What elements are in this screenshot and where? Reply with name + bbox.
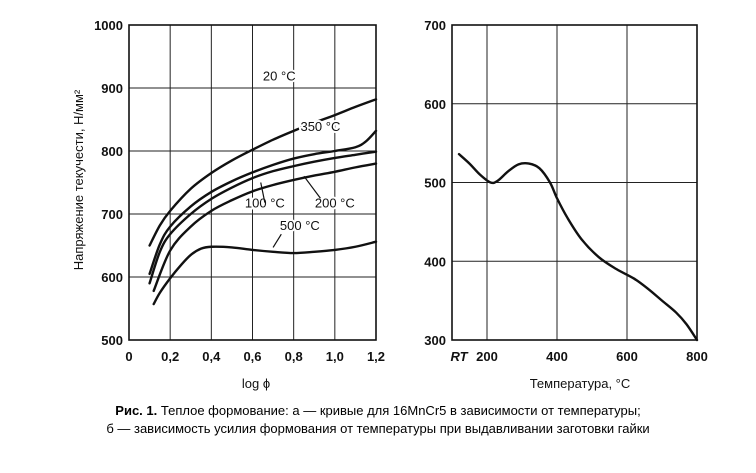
chart-a-x-tick-label: 0 (125, 349, 132, 364)
chart-a-x-tick-label: 0,2 (161, 349, 179, 364)
chart-a-series-line-4 (152, 240, 378, 306)
chart-a-x-ticks: 0 0,2 0,4 0,6 0,8 1,0 1,2 (125, 349, 385, 364)
chart-a-y-tick-label: 800 (101, 144, 123, 159)
chart-b-y-tick-label: 700 (424, 18, 446, 33)
chart-a-x-tick-label: 0,4 (202, 349, 221, 364)
chart-b-y-tick-label: 500 (424, 176, 446, 191)
chart-b-y-tick-label: 300 (424, 333, 446, 348)
chart-a-x-tick-label: 0,8 (285, 349, 303, 364)
chart-b-frame (451, 24, 698, 341)
chart-a-curve-labels: 20 °C 350 °C 100 °C 200 °C 500 °C (243, 66, 357, 248)
caption-line-2: б — зависимость усилия формования от тем… (106, 421, 650, 436)
chart-b-grid (452, 25, 697, 340)
chart-b-x-ticks: RT 200 400 600 800 (450, 349, 707, 364)
chart-b-x-tick-label: RT (450, 349, 468, 364)
chart-a-x-axis-label: log ϕ (242, 376, 270, 391)
chart-b-x-tick-label: 800 (686, 349, 708, 364)
chart-a-y-axis-label: Напряжение текучести, Н/мм² (71, 89, 86, 270)
chart-a-y-tick-label: 1000 (94, 18, 123, 33)
chart-a-curve-leader (303, 175, 321, 199)
chart-a-curves (148, 98, 378, 306)
chart-a-curve-label: 200 °C (315, 196, 355, 211)
chart-a-x-tick-label: 0,6 (243, 349, 261, 364)
chart-a-series-line-3 (152, 162, 378, 293)
chart-b-x-axis-label: Температура, °С (530, 376, 631, 391)
chart-a-curve-label: 350 °C (300, 119, 340, 134)
chart-b-curves (457, 152, 699, 342)
chart-b-y-tick-label: 600 (424, 97, 446, 112)
chart-a-series-line-0 (148, 98, 378, 247)
chart-a-grid (129, 25, 376, 340)
chart-panel-b: 300 400 500 600 700 RT 200 400 600 800 Температу… (424, 18, 708, 391)
chart-a-y-tick-label: 900 (101, 81, 123, 96)
chart-a-curve-label: 100 °C (245, 196, 285, 211)
chart-a-frame (128, 24, 377, 341)
chart-b-y-ticks: 300 400 500 600 700 (424, 18, 446, 348)
chart-b-series-line-0 (457, 152, 699, 342)
figure-caption: Рис. 1. Теплое формование: a — кривые дл… (0, 402, 756, 438)
chart-a-y-tick-label: 500 (101, 333, 123, 348)
chart-a-curve-label: 500 °C (280, 218, 320, 233)
chart-a-curve-leader (260, 182, 266, 203)
chart-a-curve-label: 20 °C (263, 68, 296, 83)
chart-a-x-tick-label: 1,0 (326, 349, 344, 364)
caption-text-1: Теплое формование: a — кривые для 16MnCr… (160, 403, 641, 418)
chart-a-curve-leader (272, 233, 282, 248)
chart-a-x-tick-label: 1,2 (367, 349, 385, 364)
chart-a-y-tick-label: 700 (101, 207, 123, 222)
chart-a-series-line-1 (148, 129, 378, 276)
chart-a-series-line-2 (148, 150, 378, 285)
chart-b-x-tick-label: 400 (546, 349, 568, 364)
chart-a-y-tick-label: 600 (101, 270, 123, 285)
chart-b-x-tick-label: 600 (616, 349, 638, 364)
chart-b-y-tick-label: 400 (424, 254, 446, 269)
caption-figure-number: Рис. 1. (115, 403, 158, 418)
chart-a-y-ticks: 500 600 700 800 900 1000 (94, 18, 123, 348)
chart-b-x-tick-label: 200 (476, 349, 498, 364)
caption-line-1: Рис. 1. Теплое формование: a — кривые дл… (0, 402, 756, 420)
